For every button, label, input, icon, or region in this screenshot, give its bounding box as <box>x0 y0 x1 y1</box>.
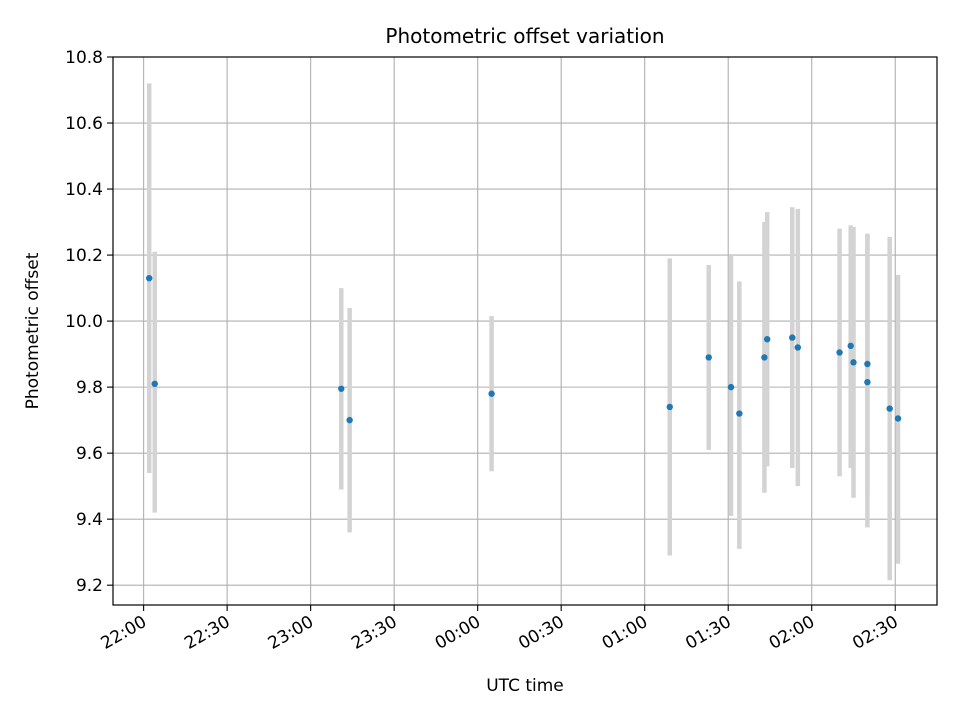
data-point <box>836 349 843 356</box>
y-tick-label: 9.8 <box>76 378 103 398</box>
y-tick-label: 9.6 <box>76 444 103 464</box>
y-tick-label: 10.6 <box>65 114 103 134</box>
data-point <box>864 360 871 368</box>
data-point <box>727 383 735 391</box>
chart-title: Photometric offset variation <box>385 24 664 48</box>
y-axis-ticks: 9.2 9.4 9.6 9.8 10.0 10.2 10.4 10.6 10.8 <box>65 48 113 596</box>
data-point <box>338 385 345 392</box>
y-tick-label: 9.4 <box>76 510 103 530</box>
y-axis-label: Photometric offset <box>23 252 43 409</box>
y-tick-label: 10.4 <box>65 180 103 200</box>
data-point <box>151 380 158 388</box>
data-point <box>145 274 153 282</box>
y-tick-label: 10.8 <box>65 48 103 68</box>
data-point <box>761 354 768 361</box>
data-points <box>145 274 902 424</box>
x-axis-label: UTC time <box>486 676 564 696</box>
data-point <box>736 410 743 417</box>
data-point <box>794 344 802 351</box>
data-point <box>789 334 796 341</box>
data-point <box>346 416 353 424</box>
data-point <box>847 342 854 350</box>
data-point <box>894 415 902 422</box>
data-point <box>850 359 857 366</box>
data-point <box>666 403 673 411</box>
data-point <box>488 390 495 397</box>
y-tick-label: 10.0 <box>65 312 103 332</box>
data-point <box>864 378 871 386</box>
data-point <box>763 336 771 343</box>
data-point <box>705 354 712 361</box>
data-point <box>886 405 893 412</box>
y-tick-label: 10.2 <box>65 246 103 266</box>
y-tick-label: 9.2 <box>76 576 103 596</box>
plot-frame <box>112 56 938 606</box>
